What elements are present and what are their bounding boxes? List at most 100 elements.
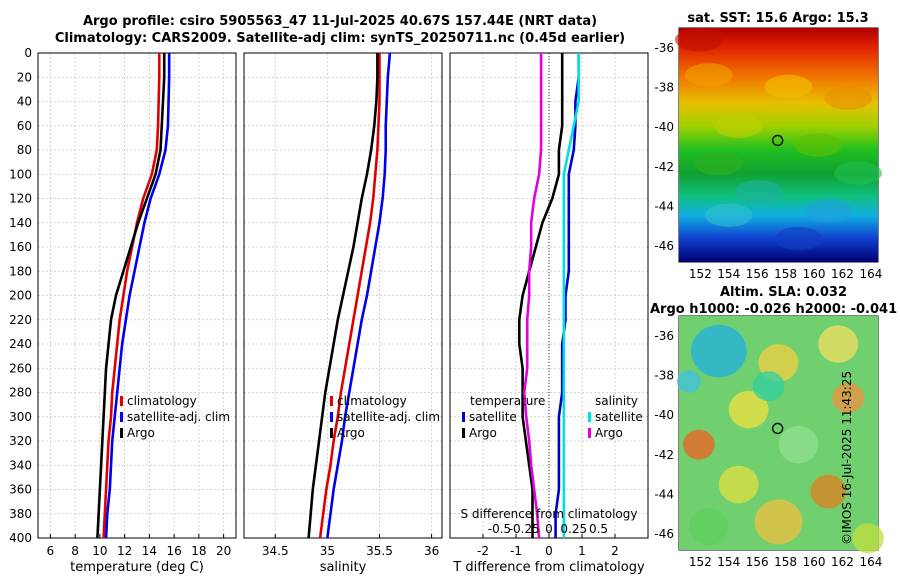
x-axis-label: salinity (320, 560, 367, 575)
sst-patch (704, 203, 753, 227)
sla-patch (852, 523, 884, 554)
x-tick-label: -2 (477, 544, 489, 558)
map-x-tick-label: 162 (831, 267, 854, 281)
y-tick-label: 160 (9, 240, 32, 254)
y-tick-label: 220 (9, 313, 32, 327)
sla-patch (677, 370, 701, 393)
map-y-tick-label: -36 (654, 41, 674, 55)
sla-map-subtitle: Argo h1000: -0.026 h2000: -0.041 (650, 302, 897, 317)
legend-header: salinity (595, 394, 638, 408)
map-y-tick-label: -38 (654, 80, 674, 94)
sla-patch (818, 325, 859, 363)
x-tick-label: 1 (578, 544, 586, 558)
x-tick-label: 12 (117, 544, 132, 558)
x-tick-label: 35.5 (366, 544, 393, 558)
x-tick-label: 35 (320, 544, 335, 558)
figure-title-line1: Argo profile: csiro 5905563_47 11-Jul-20… (82, 14, 598, 29)
sst-map (675, 28, 882, 262)
series-line (554, 53, 581, 538)
legend-label: Argo (595, 426, 623, 440)
x-tick-label: 6 (47, 544, 55, 558)
y-tick-label: 100 (9, 167, 32, 181)
legend-swatch (120, 428, 123, 438)
map-x-tick-label: 152 (689, 267, 712, 281)
x-tick-label: 0 (545, 544, 553, 558)
map-x-tick-label: 158 (774, 267, 797, 281)
sla-patch (832, 382, 865, 413)
legend-label: satellite (595, 410, 643, 424)
series-line (522, 53, 543, 539)
y-tick-label: 20 (17, 70, 32, 84)
y-tick-label: 260 (9, 361, 32, 375)
sst-patch (794, 133, 843, 157)
x-axis-label: T difference from climatology (452, 560, 645, 575)
sla-map (677, 316, 884, 554)
argo-location-marker (771, 134, 784, 147)
map-x-tick-label: 158 (774, 555, 797, 569)
map-y-tick-label: -44 (654, 487, 674, 501)
sst-patch (764, 74, 813, 99)
y-tick-label: 140 (9, 216, 32, 230)
legend-label: satellite (469, 410, 517, 424)
map-y-tick-label: -40 (654, 408, 674, 422)
x-tick-label: 16 (166, 544, 181, 558)
sst-patch (714, 114, 763, 138)
map-y-tick-label: -46 (654, 527, 674, 541)
sla-patch (778, 425, 819, 464)
sst-patch (684, 63, 733, 87)
y-tick-label: 0 (24, 46, 32, 60)
figure-title-line2: Climatology: CARS2009. Satellite-adj cli… (54, 31, 626, 46)
x-tick-label: 34.5 (262, 544, 289, 558)
argo-location-marker (771, 422, 784, 435)
sla-patch (690, 324, 747, 378)
x-tick-label: 20 (216, 544, 231, 558)
legend-swatch (588, 412, 591, 422)
sla-map-title: Altim. SLA: 0.032 (720, 285, 847, 300)
map-x-tick-label: 152 (689, 555, 712, 569)
legend-swatch (330, 412, 333, 422)
sst-patch (694, 152, 743, 176)
legend-label: climatology (337, 394, 407, 408)
y-tick-label: 300 (9, 410, 32, 424)
series-line (102, 53, 161, 539)
y-tick-label: 120 (9, 192, 32, 206)
map-y-tick-label: -38 (654, 368, 674, 382)
map-x-tick-label: 164 (859, 555, 882, 569)
x-tick-label: 10 (92, 544, 107, 558)
y-tick-label: 60 (17, 119, 32, 133)
map-x-tick-label: 160 (803, 555, 826, 569)
sst-patch (774, 226, 823, 251)
y-tick-label: 200 (9, 289, 32, 303)
x-tick-label: 8 (71, 544, 79, 558)
x-tick-label: 14 (142, 544, 157, 558)
secondary-tick-label: 0.5 (589, 522, 608, 536)
map-x-tick-label: 162 (831, 555, 854, 569)
series-line (96, 53, 166, 539)
legend-swatch (330, 428, 333, 438)
sla-patch (728, 390, 769, 429)
y-tick-label: 380 (9, 507, 32, 521)
secondary-tick-label: -0.25 (509, 522, 540, 536)
sst-patch (834, 161, 882, 185)
map-x-tick-label: 154 (717, 267, 740, 281)
map-x-tick-label: 156 (746, 555, 769, 569)
x-axis-label: temperature (deg C) (70, 560, 204, 575)
map-y-tick-label: -44 (654, 199, 674, 213)
legend-label: Argo (337, 426, 365, 440)
map-y-tick-label: -42 (654, 448, 674, 462)
secondary-axis-label: S difference from climatology (461, 507, 638, 521)
map-y-tick-label: -42 (654, 160, 674, 174)
legend-swatch (462, 428, 465, 438)
legend-swatch (462, 412, 465, 422)
sla-patch (754, 499, 803, 545)
plot-frame (37, 52, 237, 539)
sst-patch (734, 180, 783, 204)
sst-map-title: sat. SST: 15.6 Argo: 15.3 (687, 11, 868, 26)
legend-label: Argo (127, 426, 155, 440)
credit-stamp: ©IMOS 16-Jul-2025 11:43:25 (840, 370, 854, 545)
legend-swatch (120, 412, 123, 422)
sla-patch (688, 507, 729, 546)
series-line (562, 53, 581, 538)
y-tick-label: 360 (9, 483, 32, 497)
y-tick-label: 180 (9, 264, 32, 278)
